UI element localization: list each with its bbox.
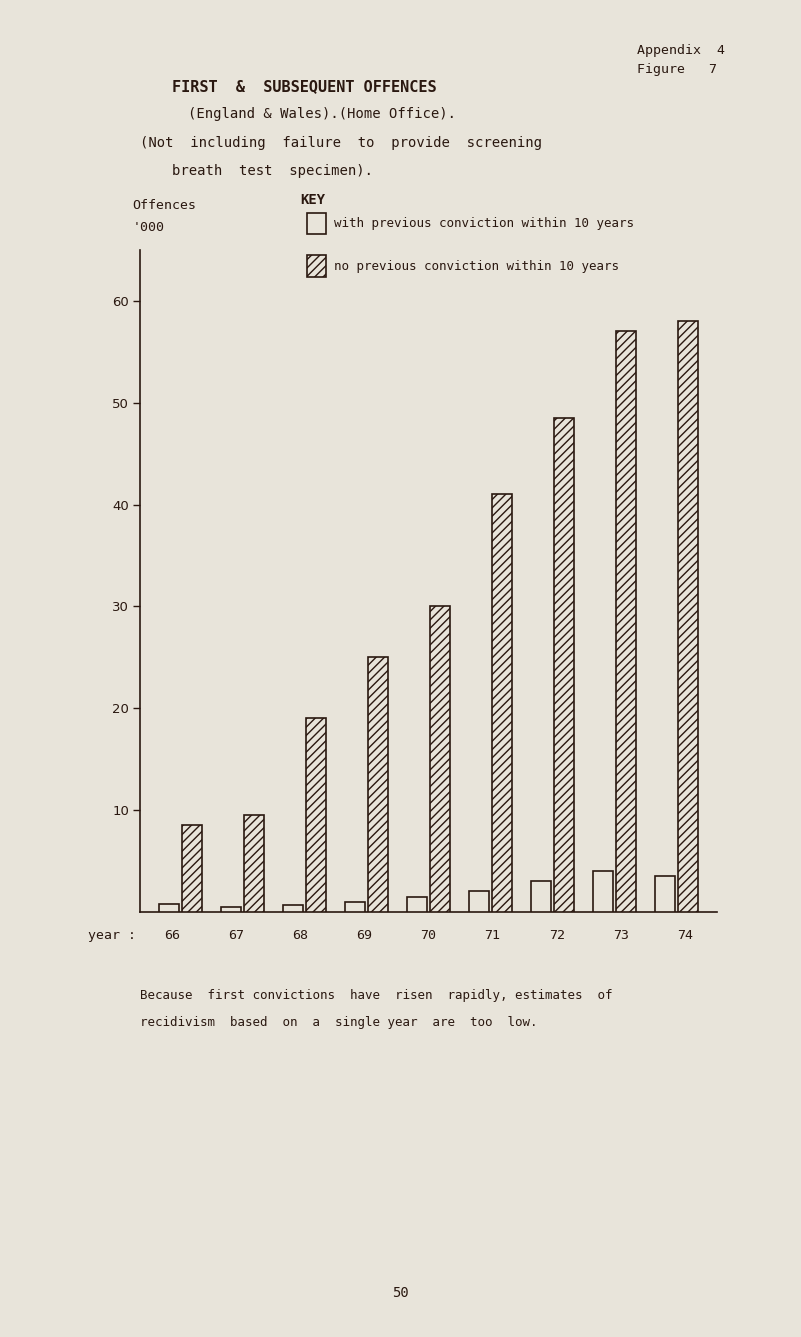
Text: 50: 50 [392, 1286, 409, 1300]
Text: year :: year : [88, 929, 136, 943]
Bar [345, 901, 365, 912]
Bar [678, 321, 698, 912]
Text: 71: 71 [485, 929, 501, 943]
Text: 70: 70 [421, 929, 437, 943]
Bar [492, 495, 512, 912]
Bar [531, 881, 551, 912]
Text: KEY: KEY [300, 193, 325, 206]
Bar [306, 718, 326, 912]
Bar [368, 658, 388, 912]
Bar [182, 825, 202, 912]
Bar [469, 892, 489, 912]
Bar [159, 904, 179, 912]
Bar [554, 418, 574, 912]
Text: FIRST  &  SUBSEQUENT OFFENCES: FIRST & SUBSEQUENT OFFENCES [172, 79, 437, 94]
Text: Offences: Offences [132, 199, 196, 213]
Text: 74: 74 [677, 929, 693, 943]
Text: 66: 66 [164, 929, 180, 943]
Bar [221, 906, 241, 912]
Text: 72: 72 [549, 929, 565, 943]
Bar [616, 332, 636, 912]
Text: 67: 67 [228, 929, 244, 943]
Text: with previous conviction within 10 years: with previous conviction within 10 years [334, 217, 634, 230]
Text: no previous conviction within 10 years: no previous conviction within 10 years [334, 259, 619, 273]
Text: (Not  including  failure  to  provide  screening: (Not including failure to provide screen… [140, 136, 542, 150]
Bar [407, 897, 427, 912]
Bar [594, 872, 613, 912]
Bar [283, 905, 303, 912]
Text: Appendix  4
Figure   7: Appendix 4 Figure 7 [637, 44, 725, 76]
Bar [655, 876, 675, 912]
Text: 68: 68 [292, 929, 308, 943]
Text: recidivism  based  on  a  single year  are  too  low.: recidivism based on a single year are to… [140, 1016, 537, 1029]
Text: Because  first convictions  have  risen  rapidly, estimates  of: Because first convictions have risen rap… [140, 989, 613, 1003]
Text: '000: '000 [132, 221, 164, 234]
Text: 69: 69 [356, 929, 372, 943]
Text: 73: 73 [613, 929, 629, 943]
Bar [430, 607, 450, 912]
Text: breath  test  specimen).: breath test specimen). [172, 164, 373, 178]
Text: (England & Wales).(Home Office).: (England & Wales).(Home Office). [188, 107, 457, 120]
Bar [244, 816, 264, 912]
